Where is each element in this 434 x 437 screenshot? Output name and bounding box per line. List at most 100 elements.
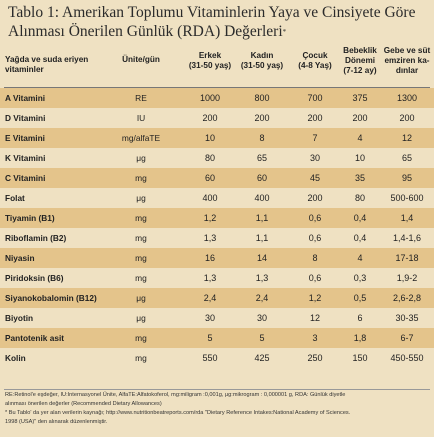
unit-cell: mg [135, 333, 147, 343]
unit-cell: mg [135, 353, 147, 363]
table-row: Siyanokobalomin (B12) μg 2,4 2,4 1,2 0,5 2,6-2… [0, 288, 434, 308]
value-cell: 30-35 [395, 313, 419, 323]
value-cell: 2,4 [255, 293, 269, 303]
header-pregnant-line2: emziren ka- [384, 56, 430, 65]
value-cell: 0,4 [353, 213, 367, 223]
value-cell: 0,5 [353, 293, 367, 303]
vitamin-name: Riboflamin (B2) [5, 233, 67, 243]
vitamin-name: Tiyamin (B1) [5, 213, 55, 223]
table-header: Yağda ve suda eriyen vitaminler Ünite/gü… [0, 46, 434, 88]
header-vitamin: Yağda ve suda eriyen vitaminler [5, 55, 89, 74]
value-cell: 200 [254, 113, 270, 123]
value-cell: 12 [401, 133, 412, 143]
vitamin-name: Kolin [5, 353, 26, 363]
vitamin-name: D Vitamini [5, 113, 46, 123]
unit-cell: μg [136, 153, 146, 163]
value-cell: 30 [309, 153, 320, 163]
header-child-line2: (4-8 Yaş) [298, 61, 332, 70]
footnote-line-2: alınması önerilen değerler (Recommended … [5, 401, 162, 407]
value-cell: 7 [312, 133, 318, 143]
table-row: Kolin mg 550 425 250 150 450-550 [0, 348, 434, 368]
table-row: D Vitamini IU 200 200 200 200 200 [0, 108, 434, 128]
value-cell: 0,6 [308, 233, 322, 243]
footer-divider [4, 389, 430, 390]
value-cell: 60 [256, 173, 267, 183]
value-cell: 95 [401, 173, 412, 183]
value-cell: 200 [202, 113, 218, 123]
value-cell: 6-7 [400, 333, 414, 343]
vitamin-name: Folat [5, 193, 25, 203]
value-cell: 80 [204, 153, 215, 163]
value-cell: 12 [309, 313, 320, 323]
value-cell: 8 [312, 253, 318, 263]
header-male: Erkek (31-50 yaş) [186, 51, 234, 71]
value-cell: 1,1 [255, 213, 269, 223]
unit-cell: μg [136, 313, 146, 323]
header-male-line2: (31-50 yaş) [188, 61, 232, 70]
value-cell: 1,1 [255, 233, 269, 243]
vitamin-name: Siyanokobalomin (B12) [5, 293, 97, 303]
table-row: K Vitamini μg 80 65 30 10 65 [0, 148, 434, 168]
value-cell: 1000 [199, 93, 221, 103]
unit-cell: μg [136, 193, 146, 203]
table-footnote: RE:Retinol'e eşdeğer, IU:Internasyonel Ü… [5, 391, 429, 427]
value-cell: 450-550 [390, 353, 424, 363]
header-female-line2: (31-50 yaş) [240, 61, 284, 70]
title-line-2: Alınması Önerilen Günlük (RDA) Değerleri… [8, 22, 428, 41]
value-cell: 1,8 [353, 333, 367, 343]
value-cell: 80 [354, 193, 365, 203]
table-row: Biyotin μg 30 30 12 6 30-35 [0, 308, 434, 328]
value-cell: 2,4 [203, 293, 217, 303]
vitamin-name: C Vitamini [5, 173, 46, 183]
value-cell: 45 [309, 173, 320, 183]
unit-cell: μg [136, 293, 146, 303]
unit-cell: mg [135, 173, 147, 183]
value-cell: 3 [312, 333, 318, 343]
value-cell: 1,2 [203, 213, 217, 223]
value-cell: 1,3 [255, 273, 269, 283]
vitamin-name: E Vitamini [5, 133, 45, 143]
value-cell: 375 [352, 93, 368, 103]
table-row: C Vitamini mg 60 60 45 35 95 [0, 168, 434, 188]
value-cell: 700 [307, 93, 323, 103]
table-body: A Vitamini RE 1000 800 700 375 1300 D Vitamini I… [0, 88, 434, 368]
value-cell: 400 [202, 193, 218, 203]
footnote-line-4: 1998 (USA)" den alınarak düzenlenmiştir. [5, 419, 108, 425]
value-cell: 16 [204, 253, 215, 263]
value-cell: 65 [401, 153, 412, 163]
table-row: A Vitamini RE 1000 800 700 375 1300 [0, 88, 434, 108]
value-cell: 14 [256, 253, 267, 263]
header-pregnant: Gebe ve süt emziren ka- dınlar [382, 46, 432, 76]
value-cell: 800 [254, 93, 270, 103]
vitamin-name: A Vitamini [5, 93, 46, 103]
vitamin-name: Pantotenik asit [5, 333, 65, 343]
unit-cell: mg [135, 273, 147, 283]
value-cell: 4 [357, 253, 363, 263]
value-cell: 65 [256, 153, 267, 163]
value-cell: 5 [207, 333, 213, 343]
value-cell: 0,3 [353, 273, 367, 283]
header-infant-line2: Dönemi [344, 56, 376, 65]
title-line-1: Tablo 1: Amerikan Toplumu Vitaminlerin Y… [8, 4, 416, 21]
value-cell: 425 [254, 353, 270, 363]
value-cell: 8 [259, 133, 265, 143]
header-divider [4, 87, 430, 88]
vitamin-name: K Vitamini [5, 153, 46, 163]
value-cell: 5 [259, 333, 265, 343]
footnote-line-3: * Bu Tablo' da yer alan verilerin kaynağ… [5, 410, 351, 416]
value-cell: 1,3 [203, 273, 217, 283]
header-infant-line3: (7-12 ay) [343, 66, 377, 75]
header-infant: Bebeklik Dönemi (7-12 ay) [336, 46, 384, 76]
value-cell: 60 [204, 173, 215, 183]
value-cell: 4 [357, 133, 363, 143]
value-cell: 35 [354, 173, 365, 183]
vitamin-name: Niyasin [5, 253, 35, 263]
table-row: Niyasin mg 16 14 8 4 17-18 [0, 248, 434, 268]
value-cell: 1,2 [308, 293, 322, 303]
title-footnote-mark: * [282, 28, 287, 36]
table-row: E Vitamini mg/alfaTE 10 8 7 4 12 [0, 128, 434, 148]
value-cell: 0,4 [353, 233, 367, 243]
unit-cell: mg [135, 253, 147, 263]
value-cell: 500-600 [390, 193, 424, 203]
